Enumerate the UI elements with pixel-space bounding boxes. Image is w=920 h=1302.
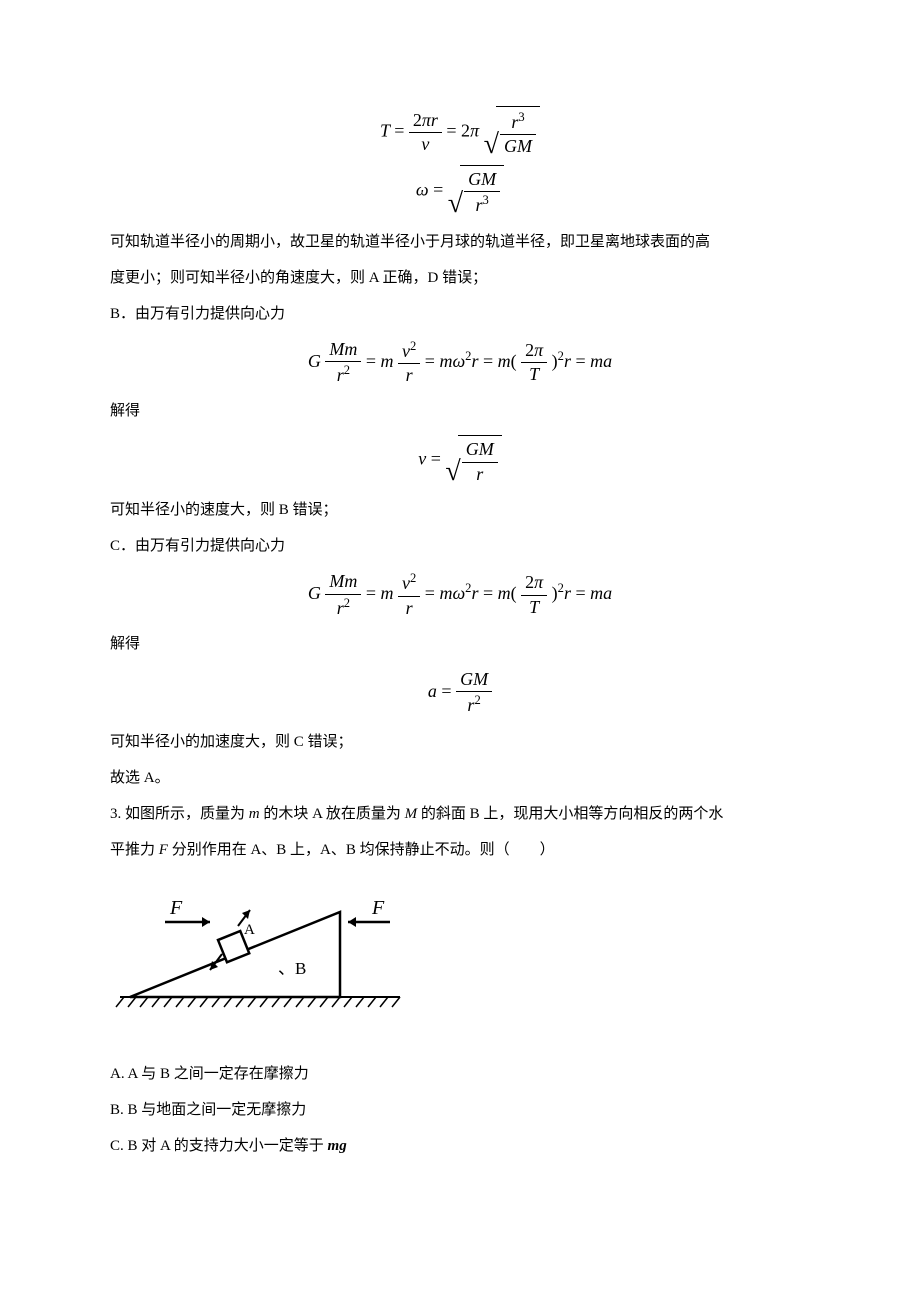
- label-F-right: F: [371, 897, 385, 919]
- equation-acceleration: a = GM r2: [110, 668, 810, 718]
- option-c: C. B 对 A 的支持力大小一定等于 mg: [110, 1128, 810, 1164]
- label-F-left: F: [169, 897, 183, 919]
- option-a: A. A 与 B 之间一定存在摩擦力: [110, 1056, 810, 1092]
- var-v: v: [418, 449, 426, 469]
- body-text: 故选 A。: [110, 760, 810, 796]
- body-text: 解得: [110, 393, 810, 429]
- question-3-line2: 平推力 F 分别作用在 A、B 上，A、B 均保持静止不动。则（ ）: [110, 832, 810, 868]
- diagram-svg: F A 、B F: [110, 882, 410, 1022]
- body-text: B．由万有引力提供向心力: [110, 296, 810, 332]
- body-text: 度更小；则可知半径小的角速度大，则 A 正确，D 错误；: [110, 260, 810, 296]
- var-omega: ω: [416, 179, 429, 199]
- equation-velocity: v = √ GM r: [110, 435, 810, 486]
- body-text: 可知半径小的加速度大，则 C 错误；: [110, 724, 810, 760]
- equation-period: T = 2πr v = 2π √ r3 GM: [110, 106, 810, 159]
- question-3-line1: 3. 如图所示，质量为 m 的木块 A 放在质量为 M 的斜面 B 上，现用大小…: [110, 796, 810, 832]
- equation-centripetal-2: G Mm r2 = m v2 r = mω2r = m( 2π T )2r = …: [110, 570, 810, 620]
- option-b: B. B 与地面之间一定无摩擦力: [110, 1092, 810, 1128]
- label-A: A: [244, 922, 255, 938]
- body-text: C．由万有引力提供向心力: [110, 528, 810, 564]
- equation-centripetal-1: G Mm r2 = m v2 r = mω2r = m( 2π T )2r = …: [110, 338, 810, 388]
- figure-inclined-plane: F A 、B F: [110, 882, 810, 1036]
- body-text: 解得: [110, 626, 810, 662]
- body-text: 可知半径小的速度大，则 B 错误；: [110, 492, 810, 528]
- var-a: a: [428, 681, 437, 701]
- label-B: 、B: [278, 959, 306, 978]
- var-T: T: [380, 121, 390, 141]
- equation-omega: ω = √ GM r3: [110, 165, 810, 218]
- body-text: 可知轨道半径小的周期小，故卫星的轨道半径小于月球的轨道半径，即卫星离地球表面的高: [110, 224, 810, 260]
